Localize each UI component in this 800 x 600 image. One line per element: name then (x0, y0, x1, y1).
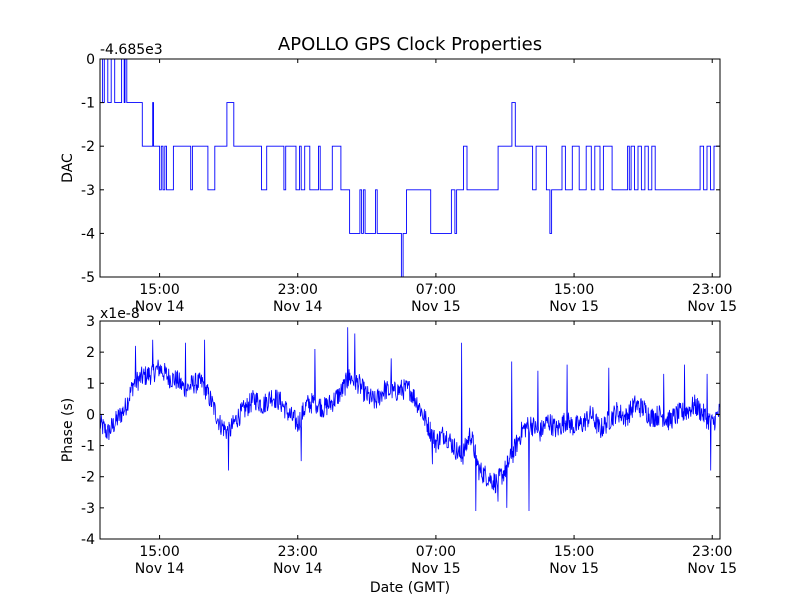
y-tick-label: -3 (81, 501, 95, 517)
phase-y-axis-label: Phase (s) (60, 398, 76, 462)
dac-panel: -4.685e3 0 -1 -2 -3 -4 -5 15:00 Nov 14 23:00 Nov… (60, 42, 737, 315)
phase-axes-frame (99, 320, 721, 540)
dac-line (100, 58, 721, 278)
y-tick-label: 0 (86, 52, 95, 68)
x-tick-label: 07:00 Nov 15 (411, 544, 461, 577)
phase-panel: x1e-8 3 2 1 0 -1 -2 -3 -4 15:00 Nov 14 23:00 Nov 1… (60, 306, 737, 577)
chart-title: APOLLO GPS Clock Properties (278, 34, 542, 55)
x-axis-label: Date (GMT) (370, 580, 450, 596)
x-tick-label: 15:00 Nov 14 (135, 544, 185, 577)
dac-y-axis-label: DAC (60, 153, 76, 183)
phase-series (99, 327, 721, 512)
dac-y-ticks: 0 -1 -2 -3 -4 -5 (81, 52, 720, 286)
x-tick-label: 15:00 Nov 15 (549, 544, 599, 577)
y-tick-label: -4 (81, 226, 95, 242)
y-tick-label: -1 (81, 96, 95, 112)
x-tick-label: 07:00 Nov 15 (411, 282, 461, 315)
y-tick-label: 0 (86, 407, 95, 423)
y-tick-label: -3 (81, 183, 95, 199)
phase-x-ticks: 15:00 Nov 14 23:00 Nov 14 07:00 Nov 15 15:00 No… (135, 321, 737, 577)
x-tick-label: 23:00 Nov 15 (687, 544, 737, 577)
y-tick-label: -4 (81, 532, 95, 548)
x-tick-label: 23:00 Nov 14 (273, 544, 323, 577)
x-tick-label: 15:00 Nov 14 (135, 282, 185, 315)
y-tick-label: 1 (86, 376, 95, 392)
dac-offset-label: -4.685e3 (100, 42, 163, 58)
y-tick-label: -2 (81, 139, 95, 155)
phase-offset-label: x1e-8 (100, 306, 140, 322)
dac-series (100, 58, 721, 278)
x-tick-label: 23:00 Nov 15 (687, 282, 737, 315)
y-tick-label: -5 (81, 270, 95, 286)
x-tick-label: 23:00 Nov 14 (273, 282, 323, 315)
dac-axes-frame (99, 58, 721, 278)
y-tick-label: -1 (81, 439, 95, 455)
y-tick-label: 2 (86, 345, 95, 361)
y-tick-label: 3 (86, 314, 95, 330)
phase-y-ticks: 3 2 1 0 -1 -2 -3 -4 (81, 314, 720, 548)
x-tick-label: 15:00 Nov 15 (549, 282, 599, 315)
y-tick-label: -2 (81, 470, 95, 486)
dac-x-ticks: 15:00 Nov 14 23:00 Nov 14 07:00 Nov 15 15:00 No… (135, 59, 737, 315)
phase-line (99, 327, 721, 512)
